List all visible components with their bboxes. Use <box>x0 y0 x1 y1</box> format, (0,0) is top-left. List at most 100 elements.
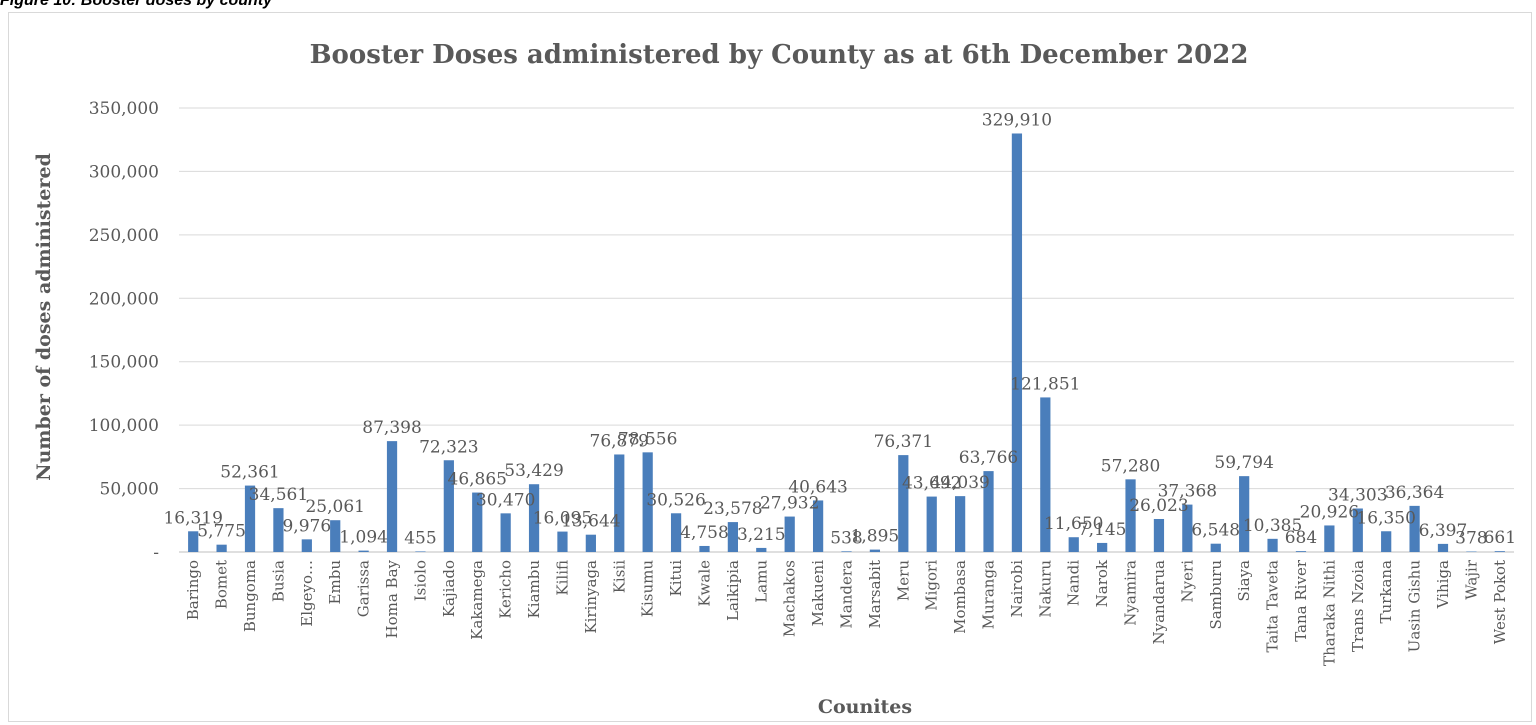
x-tick-label: Bungoma <box>241 560 259 632</box>
x-tick-label: Makueni <box>809 560 827 627</box>
x-tick-label: Machakos <box>781 560 799 637</box>
bar-kilifi <box>557 531 568 552</box>
x-tick-labels: Baringo Bomet Bungoma Busia Elgeyo… Embu Garis… <box>184 559 1509 666</box>
bar-elgeyo- <box>301 539 312 552</box>
x-tick-label: Nyamira <box>1122 560 1140 626</box>
data-label: 30,526 <box>646 490 705 510</box>
bar-mandera <box>841 551 852 552</box>
x-tick-label: Taita Taveta <box>1264 560 1282 652</box>
y-tick-label: 100,000 <box>89 416 159 436</box>
bar-tharaka-nithi <box>1324 525 1335 552</box>
data-label: 6,397 <box>1419 521 1468 541</box>
bar-makueni <box>812 500 824 552</box>
x-tick-label: Kiambu <box>525 560 543 619</box>
bar-trans-nzoia <box>1352 508 1363 552</box>
bar-nyamira <box>1125 479 1136 552</box>
bar-baringo <box>188 531 199 552</box>
bar-migori <box>926 496 937 552</box>
data-label: 1,094 <box>339 528 388 548</box>
data-label: 1,895 <box>851 527 900 547</box>
data-label: 27,932 <box>760 494 819 514</box>
data-label: 5,775 <box>197 522 246 542</box>
y-tick-label: 50,000 <box>100 480 159 500</box>
x-tick-label: Bomet <box>213 560 231 609</box>
bar-nandi <box>1068 537 1079 552</box>
bar-west-pokot <box>1494 551 1505 552</box>
x-tick-label: Kilifi <box>553 560 571 596</box>
bar-kajiado <box>443 460 454 552</box>
bar-isiolo <box>415 551 426 552</box>
data-label: 16,350 <box>1356 508 1415 528</box>
x-tick-label: Nyandarua <box>1150 560 1168 645</box>
data-label: 10,385 <box>1243 516 1302 536</box>
x-tick-label: Narok <box>1093 559 1111 607</box>
x-tick-label: Garissa <box>355 560 373 617</box>
bar-kakamega <box>472 492 483 552</box>
bar-samburu <box>1210 543 1221 552</box>
data-label: 23,578 <box>703 499 762 519</box>
y-tick-label: 200,000 <box>89 289 159 309</box>
bar-lamu <box>756 547 767 552</box>
x-tick-label: Wajir <box>1462 559 1480 600</box>
data-label: 25,061 <box>305 497 364 517</box>
bar-bomet <box>216 544 227 552</box>
data-label: 20,926 <box>1300 502 1359 522</box>
bars <box>188 133 1505 552</box>
data-label: 34,303 <box>1328 485 1387 505</box>
bar-turkana <box>1381 531 1392 552</box>
figure-caption: Figure 10: Booster doses by county <box>0 0 273 9</box>
x-tick-label: Nairobi <box>1008 560 1026 618</box>
data-label: 7,145 <box>1078 520 1127 540</box>
y-tick-label: 150,000 <box>89 353 159 373</box>
data-label: 46,865 <box>448 470 507 490</box>
bar-marsabit <box>869 549 881 552</box>
bar-siaya <box>1239 476 1250 552</box>
x-tick-label: Turkana <box>1377 560 1395 624</box>
data-label: 53,429 <box>504 461 563 481</box>
bar-mombasa <box>955 496 966 552</box>
bar-kericho <box>500 513 511 552</box>
data-label: 72,323 <box>419 437 478 457</box>
data-label: 11,650 <box>1044 514 1103 534</box>
bar-garissa <box>358 550 369 552</box>
x-tick-label: Kirinyaga <box>582 560 600 634</box>
x-tick-label: Baringo <box>184 560 202 620</box>
y-tick-label: - <box>153 543 159 563</box>
y-axis-label: Number of doses administered <box>33 153 55 481</box>
bar-bungoma <box>244 485 256 552</box>
x-tick-label: Kericho <box>497 560 515 619</box>
x-tick-label: Embu <box>326 560 344 605</box>
x-tick-label: Tharaka Nithi <box>1320 560 1338 666</box>
y-tick-label: 250,000 <box>89 226 159 246</box>
y-tick-label: 300,000 <box>89 162 159 182</box>
data-label: 4,758 <box>680 523 729 543</box>
data-label: 121,851 <box>1010 374 1080 394</box>
bar-meru <box>898 455 909 552</box>
x-tick-label: Muranga <box>980 560 998 629</box>
data-label: 684 <box>1285 528 1317 548</box>
x-tick-label: Laikipia <box>724 560 742 621</box>
x-tick-label: Lamu <box>752 560 770 603</box>
x-tick-label: Migori <box>923 560 941 611</box>
x-tick-label: Kitui <box>667 560 685 597</box>
data-label: 78,556 <box>618 429 677 449</box>
x-tick-label: Siaya <box>1235 560 1253 601</box>
x-tick-label: Elgeyo… <box>298 560 316 627</box>
data-label: 538 <box>830 528 862 548</box>
data-label: 13,644 <box>561 512 620 532</box>
x-tick-label: Nyeri <box>1178 560 1196 603</box>
data-label: 16,319 <box>163 508 222 528</box>
bar-busia <box>273 508 284 552</box>
bar-muranga <box>983 471 994 552</box>
data-label: 378 <box>1455 529 1487 549</box>
x-tick-label: Kisumu <box>639 560 657 618</box>
bar-nyeri <box>1182 504 1193 552</box>
x-tick-label: Busia <box>269 560 287 602</box>
bar-kisumu <box>642 452 653 552</box>
x-tick-label: Samburu <box>1207 560 1225 630</box>
bar-chart: Booster Doses administered by County as … <box>33 40 1516 718</box>
data-label: 76,371 <box>874 432 933 452</box>
bar-vihiga <box>1437 543 1449 552</box>
bar-machakos <box>784 516 795 552</box>
data-label: 57,280 <box>1101 456 1160 476</box>
